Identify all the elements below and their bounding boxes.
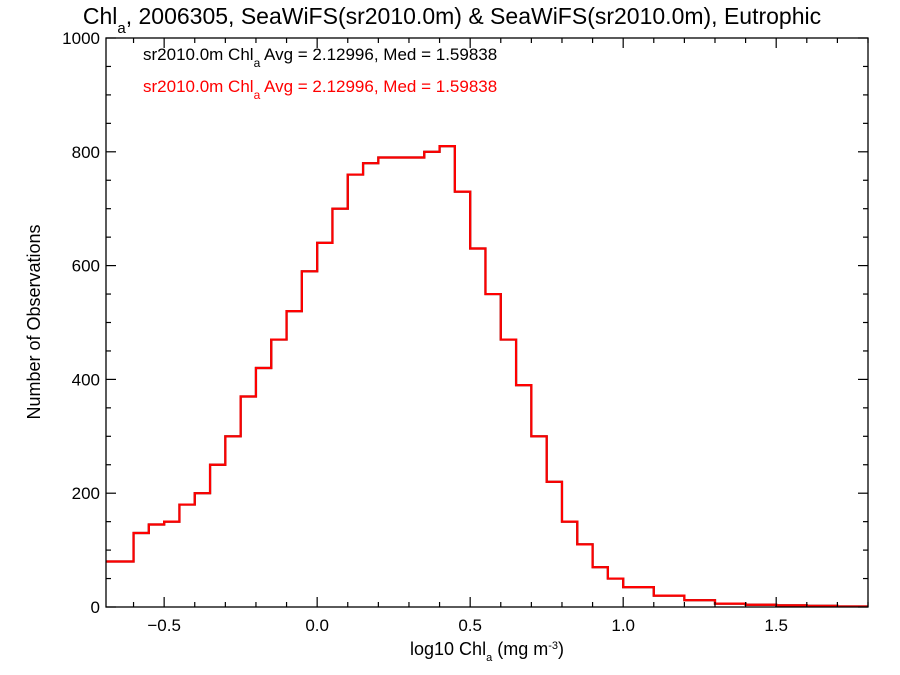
x-tick-label: 0.0 — [305, 616, 329, 635]
y-tick-label: 600 — [72, 257, 100, 276]
x-tick-label: 0.5 — [458, 616, 482, 635]
x-tick-label: 1.0 — [611, 616, 635, 635]
chart-title: Chla, 2006305, SeaWiFS(sr2010.0m) & SeaW… — [83, 3, 821, 37]
y-tick-label: 400 — [72, 370, 100, 389]
y-tick-label: 0 — [91, 598, 100, 617]
y-tick-label: 1000 — [62, 29, 100, 48]
y-tick-label: 800 — [72, 143, 100, 162]
y-tick-label: 200 — [72, 484, 100, 503]
tick-layer: −0.5 0.0 0.5 1.0 1.5 0 200 400 600 800 1000 — [62, 29, 869, 635]
x-axis-label: log10 Chla (mg m-3) — [410, 639, 564, 664]
series-layer — [106, 145, 868, 608]
x-tick-label: 1.5 — [764, 616, 788, 635]
stats-annotation-red: sr2010.0m Chla Avg = 2.12996, Med = 1.59… — [143, 77, 497, 102]
x-tick-label: −0.5 — [147, 616, 181, 635]
y-axis-label: Number of Observations — [24, 224, 44, 419]
stats-annotation-black: sr2010.0m Chla Avg = 2.12996, Med = 1.59… — [143, 45, 497, 70]
histogram-series-2 — [106, 145, 868, 608]
